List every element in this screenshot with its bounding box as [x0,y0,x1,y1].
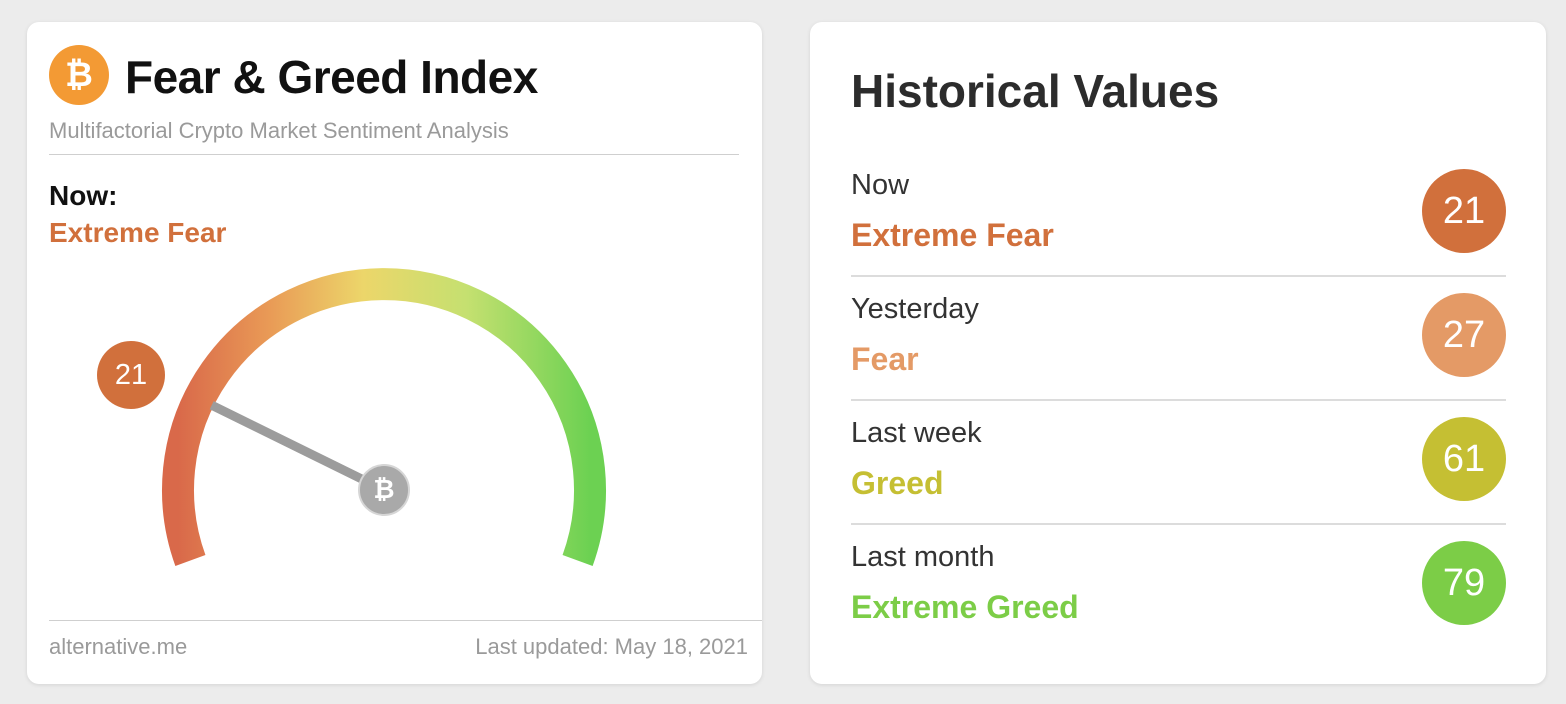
history-divider [851,399,1506,401]
history-value-badge: 27 [1422,293,1506,377]
history-period: Last month [851,541,995,573]
history-value-badge: 21 [1422,169,1506,253]
footer-divider [49,620,762,621]
subtitle: Multifactorial Crypto Market Sentiment A… [49,118,509,143]
history-value-badge: 79 [1422,541,1506,625]
gauge-needle [209,401,386,495]
history-period: Now [851,169,910,201]
fear-greed-card: ₿ Fear & Greed Index Multifactorial Cryp… [27,22,762,684]
history-divider [851,523,1506,525]
last-updated: Last updated: May 18, 2021 [475,634,748,659]
svg-text:₿: ₿ [373,475,394,505]
history-classification: Greed [851,465,944,501]
gauge: ₿ 21 [97,268,606,566]
historical-title: Historical Values [851,65,1220,117]
history-value-badge: 61 [1422,417,1506,501]
history-divider [851,275,1506,277]
gauge-arc [162,268,606,566]
history-period: Yesterday [851,293,979,325]
history-classification: Extreme Fear [851,217,1054,253]
history-row-last-week: Last week Greed 61 [851,417,1506,541]
historical-values-card: Historical Values Now Extreme Fear 21 Ye… [810,22,1546,684]
now-label: Now: [49,180,118,211]
history-classification: Fear [851,341,919,377]
history-row-yesterday: Yesterday Fear 27 [851,293,1506,417]
page-title: Fear & Greed Index [125,51,538,103]
source-link[interactable]: alternative.me [49,634,188,659]
gauge-value-badge: 21 [97,341,165,409]
gauge-center-bitcoin-icon: ₿ [358,464,410,516]
history-row-now: Now Extreme Fear 21 [851,169,1506,293]
now-classification: Extreme Fear [49,217,227,248]
header-divider [49,154,739,155]
history-classification: Extreme Greed [851,589,1079,625]
gauge-value: 21 [115,359,147,391]
history-period: Last week [851,417,982,449]
history-row-last-month: Last month Extreme Greed 79 [851,541,1506,665]
bitcoin-icon: ₿ [49,45,109,105]
